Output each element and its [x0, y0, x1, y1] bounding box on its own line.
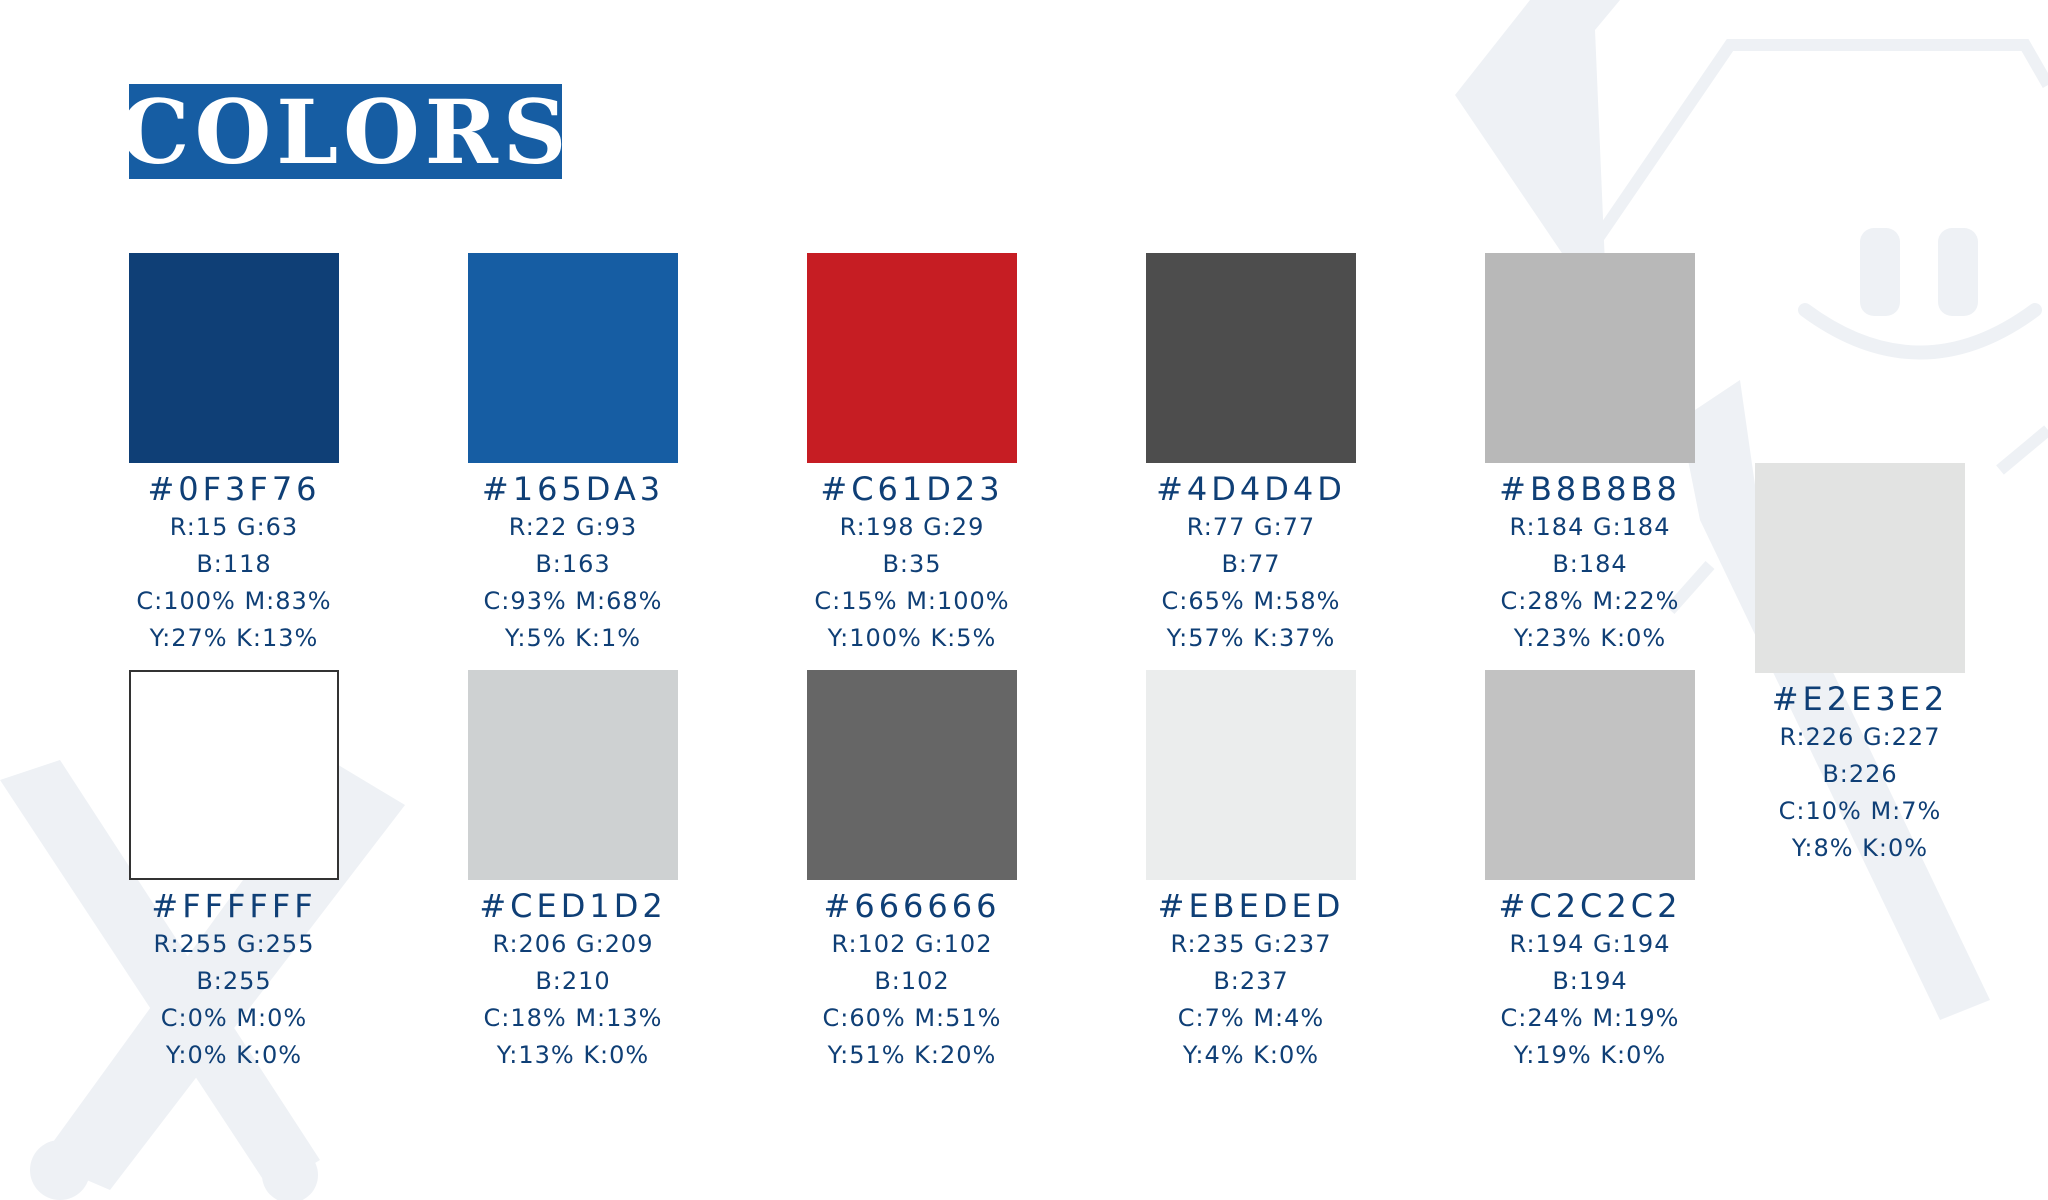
color-swatch: [807, 670, 1017, 880]
rgb-line-1: R:226 G:227: [1779, 723, 1941, 751]
cmyk-line-2: Y:27% K:13%: [149, 624, 319, 652]
cmyk-line-1: C:93% M:68%: [483, 587, 663, 615]
color-swatch: [1485, 670, 1695, 880]
hex-code: #FFFFFF: [151, 887, 317, 925]
rgb-line-1: R:194 G:194: [1509, 930, 1671, 958]
rgb-line-1: R:22 G:93: [508, 513, 638, 541]
cmyk-line-2: Y:100% K:5%: [827, 624, 997, 652]
color-card-ebeded: #EBEDED R:235 G:237 B:237 C:7% M:4% Y:4%…: [1146, 670, 1356, 1074]
rgb-line-2: B:77: [1221, 550, 1281, 578]
cmyk-line-1: C:65% M:58%: [1161, 587, 1341, 615]
hex-code: #4D4D4D: [1156, 470, 1346, 508]
color-swatch: [1146, 670, 1356, 880]
color-card-ced1d2: #CED1D2 R:206 G:209 B:210 C:18% M:13% Y:…: [468, 670, 678, 1074]
rgb-line-1: R:77 G:77: [1186, 513, 1316, 541]
rgb-line-2: B:226: [1822, 760, 1898, 788]
cmyk-line-2: Y:51% K:20%: [827, 1041, 997, 1069]
color-card-666666: #666666 R:102 G:102 B:102 C:60% M:51% Y:…: [807, 670, 1017, 1074]
rgb-line-1: R:235 G:237: [1170, 930, 1332, 958]
hex-code: #E2E3E2: [1771, 680, 1949, 718]
color-swatch: [129, 253, 339, 463]
cmyk-line-1: C:24% M:19%: [1500, 1004, 1680, 1032]
rgb-line-1: R:206 G:209: [492, 930, 654, 958]
color-card-165da3: #165DA3 R:22 G:93 B:163 C:93% M:68% Y:5%…: [468, 253, 678, 657]
cmyk-line-2: Y:8% K:0%: [1791, 834, 1929, 862]
color-card-4d4d4d: #4D4D4D R:77 G:77 B:77 C:65% M:58% Y:57%…: [1146, 253, 1356, 657]
rgb-line-1: R:102 G:102: [831, 930, 993, 958]
color-swatch: [129, 670, 339, 880]
hex-code: #0F3F76: [147, 470, 321, 508]
color-card-e2e3e2: #E2E3E2 R:226 G:227 B:226 C:10% M:7% Y:8…: [1755, 463, 1965, 867]
color-card-ffffff: #FFFFFF R:255 G:255 B:255 C:0% M:0% Y:0%…: [129, 670, 339, 1074]
cmyk-line-2: Y:5% K:1%: [504, 624, 642, 652]
rgb-line-1: R:184 G:184: [1509, 513, 1671, 541]
rgb-line-2: B:163: [535, 550, 611, 578]
cmyk-line-1: C:10% M:7%: [1778, 797, 1942, 825]
cmyk-line-1: C:28% M:22%: [1500, 587, 1680, 615]
color-swatch: [1755, 463, 1965, 673]
cmyk-line-2: Y:0% K:0%: [165, 1041, 303, 1069]
rgb-line-2: B:184: [1552, 550, 1628, 578]
color-swatch: [1485, 253, 1695, 463]
rgb-line-2: B:194: [1552, 967, 1628, 995]
page-title: COLORS: [119, 79, 572, 184]
hex-code: #B8B8B8: [1499, 470, 1681, 508]
hex-code: #C2C2C2: [1498, 887, 1682, 925]
rgb-line-1: R:15 G:63: [169, 513, 299, 541]
color-swatch: [807, 253, 1017, 463]
rgb-line-2: B:237: [1213, 967, 1289, 995]
color-card-0f3f76: #0F3F76 R:15 G:63 B:118 C:100% M:83% Y:2…: [129, 253, 339, 657]
cmyk-line-1: C:7% M:4%: [1177, 1004, 1325, 1032]
cmyk-line-2: Y:4% K:0%: [1182, 1041, 1320, 1069]
cmyk-line-1: C:60% M:51%: [822, 1004, 1002, 1032]
color-card-b8b8b8: #B8B8B8 R:184 G:184 B:184 C:28% M:22% Y:…: [1485, 253, 1695, 657]
hex-code: #C61D23: [820, 470, 1004, 508]
color-card-c61d23: #C61D23 R:198 G:29 B:35 C:15% M:100% Y:1…: [807, 253, 1017, 657]
hex-code: #165DA3: [481, 470, 665, 508]
cmyk-line-1: C:18% M:13%: [483, 1004, 663, 1032]
rgb-line-2: B:118: [196, 550, 272, 578]
cmyk-line-1: C:15% M:100%: [814, 587, 1010, 615]
rgb-line-1: R:255 G:255: [153, 930, 315, 958]
cmyk-line-1: C:0% M:0%: [160, 1004, 308, 1032]
cmyk-line-1: C:100% M:83%: [136, 587, 332, 615]
hex-code: #666666: [823, 887, 1001, 925]
hex-code: #EBEDED: [1157, 887, 1345, 925]
rgb-line-2: B:210: [535, 967, 611, 995]
color-swatch: [468, 670, 678, 880]
rgb-line-2: B:35: [882, 550, 942, 578]
cmyk-line-2: Y:23% K:0%: [1513, 624, 1667, 652]
color-swatch: [1146, 253, 1356, 463]
color-card-c2c2c2: #C2C2C2 R:194 G:194 B:194 C:24% M:19% Y:…: [1485, 670, 1695, 1074]
hex-code: #CED1D2: [479, 887, 667, 925]
color-swatch: [468, 253, 678, 463]
rgb-line-2: B:102: [874, 967, 950, 995]
cmyk-line-2: Y:19% K:0%: [1513, 1041, 1667, 1069]
cmyk-line-2: Y:13% K:0%: [496, 1041, 650, 1069]
rgb-line-1: R:198 G:29: [839, 513, 985, 541]
cmyk-line-2: Y:57% K:37%: [1166, 624, 1336, 652]
rgb-line-2: B:255: [196, 967, 272, 995]
